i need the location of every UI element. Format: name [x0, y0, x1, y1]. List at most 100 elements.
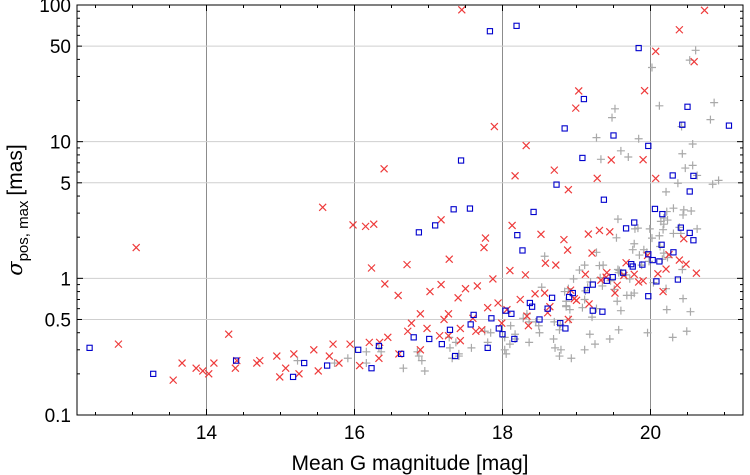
y-tick-label: 1 — [60, 269, 71, 290]
plus-marker — [608, 113, 617, 122]
cross-marker — [335, 359, 343, 367]
plus-marker — [445, 343, 454, 352]
square-marker — [368, 365, 375, 372]
square-marker — [589, 281, 596, 288]
cross-marker — [444, 309, 453, 318]
plus-marker — [687, 206, 696, 215]
cross-marker — [394, 291, 403, 300]
cross-marker — [346, 340, 354, 349]
cross-marker — [522, 141, 531, 150]
cross-marker — [571, 104, 580, 113]
cross-marker — [380, 164, 389, 173]
cross-marker — [416, 345, 425, 354]
cross-marker — [224, 330, 233, 339]
cross-marker — [456, 324, 465, 333]
square-marker — [499, 331, 506, 338]
plus-marker — [659, 225, 668, 234]
cross-marker — [675, 256, 684, 265]
plus-marker — [678, 149, 687, 158]
plus-marker — [663, 253, 672, 262]
plus-marker — [399, 364, 408, 373]
plus-marker — [567, 354, 576, 363]
square-marker — [488, 315, 495, 322]
cross-marker — [209, 359, 218, 367]
cross-marker — [521, 270, 530, 279]
x-axis-title: Mean G magnitude [mag] — [292, 452, 529, 475]
plus-marker — [585, 330, 594, 339]
cross-marker — [295, 369, 303, 378]
cross-marker — [329, 340, 337, 349]
square-marker — [410, 334, 417, 341]
square-marker — [639, 261, 646, 268]
plus-marker — [682, 327, 691, 336]
cross-marker — [325, 352, 334, 360]
cross-marker — [480, 243, 488, 252]
square-marker — [679, 121, 686, 128]
grid-layer — [77, 5, 743, 415]
cross-marker — [198, 367, 207, 375]
cross-marker — [690, 57, 699, 66]
plus-marker — [362, 359, 371, 368]
x-tick-label: 14 — [196, 423, 218, 444]
square-marker — [725, 122, 733, 129]
square-marker — [470, 311, 477, 319]
plus-marker — [669, 229, 678, 238]
cross-marker — [505, 266, 514, 275]
square-marker — [622, 225, 630, 232]
square-marker — [579, 154, 586, 162]
cross-marker — [639, 276, 648, 285]
cross-marker — [204, 369, 213, 378]
plus-marker — [627, 291, 636, 300]
cross-marker — [437, 215, 446, 224]
plus-marker — [614, 325, 623, 334]
plus-marker — [656, 242, 665, 251]
square-marker — [600, 196, 608, 203]
square-marker — [495, 325, 502, 332]
cross-marker — [581, 270, 590, 279]
data-points-layer — [86, 5, 733, 385]
plus-marker — [681, 164, 690, 173]
square-marker — [457, 157, 465, 164]
cross-marker — [607, 156, 616, 164]
cross-marker — [613, 281, 622, 290]
plus-marker — [588, 313, 597, 322]
plus-marker — [688, 161, 697, 170]
plus-marker — [535, 328, 544, 337]
square-marker — [619, 269, 627, 276]
square-marker — [583, 286, 591, 294]
cross-marker — [516, 295, 525, 304]
plus-marker — [655, 231, 664, 240]
square-marker — [514, 232, 521, 239]
cross-marker — [457, 5, 466, 14]
cross-marker — [595, 226, 604, 235]
square-marker — [548, 294, 556, 301]
square-marker — [432, 222, 439, 229]
plus-marker — [710, 98, 719, 107]
cross-marker — [272, 352, 281, 360]
cross-marker — [692, 269, 701, 278]
y-tick-label: 0.5 — [45, 310, 71, 331]
plus-marker — [647, 234, 656, 243]
square-marker — [653, 278, 660, 285]
plus-marker — [616, 146, 625, 155]
square-marker — [355, 346, 362, 353]
y-tick-labels: 0.1 0.5 1 5 10 50 100 — [39, 0, 71, 427]
plus-marker — [500, 345, 509, 354]
square-marker — [645, 293, 652, 300]
plus-marker — [591, 340, 599, 349]
square-marker — [609, 274, 616, 281]
square-marker — [569, 289, 576, 297]
plus-marker — [693, 171, 702, 180]
cross-marker — [318, 203, 327, 212]
cross-marker — [423, 324, 431, 333]
square-marker — [553, 181, 560, 188]
plus-marker — [413, 347, 422, 356]
plus-marker — [714, 176, 723, 185]
plus-marker — [596, 155, 605, 164]
cross-marker — [531, 289, 539, 298]
square-marker — [484, 344, 491, 351]
square-marker — [511, 335, 518, 343]
square-marker — [513, 22, 520, 29]
x-tick-label: 20 — [640, 423, 661, 444]
square-marker — [86, 344, 93, 351]
